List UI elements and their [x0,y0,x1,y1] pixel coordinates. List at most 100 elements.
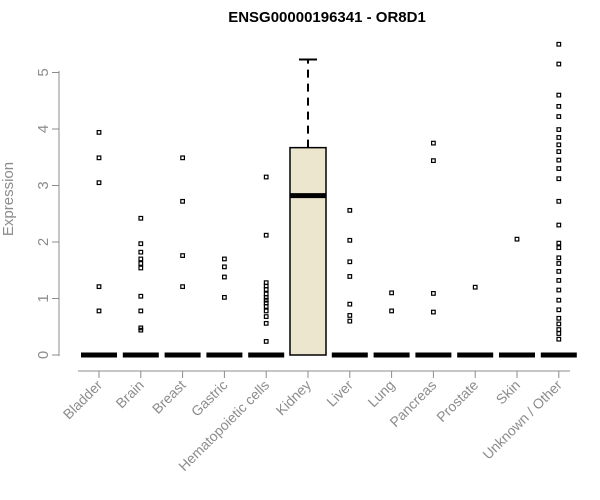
outlier-point [472,284,478,290]
y-tick-label: 0 [35,351,52,359]
outlier-point [556,255,562,261]
box-unknown-other [540,41,577,358]
outlier-point [431,309,436,315]
box-hematopoietic-cells [248,174,285,358]
box-breast [164,155,201,358]
chart-title: ENSG00000196341 - OR8D1 [228,9,426,26]
outlier-point [347,274,353,279]
outlier-point [263,308,269,314]
outlier-point [556,61,562,67]
outlier-point [556,268,562,274]
outlier-point [263,320,269,326]
outlier-point [222,256,227,262]
y-tick-label: 4 [35,125,52,133]
box-iqr [289,146,327,356]
outlier-point [138,249,144,255]
outlier-point [347,237,353,243]
outlier-point [138,293,144,299]
box-liver [331,207,368,358]
outlier-point [556,261,562,266]
outlier-point [263,314,269,319]
x-tick-label: Lung [364,377,397,410]
outlier-point [431,158,436,164]
outlier-point [96,155,102,161]
outlier-point [96,129,102,135]
outlier-point [556,287,562,293]
outlier-point [138,215,144,221]
x-tick-label: Liver [323,377,356,410]
box-prostate [457,284,494,358]
outlier-point [96,180,102,186]
y-tick-label: 5 [35,68,52,76]
outlier-point [556,157,562,163]
outlier-point [556,135,562,140]
outlier-point [556,149,562,155]
outlier-point [263,280,269,286]
outlier-point [556,297,562,303]
box-gastric [206,256,243,358]
y-tick-label: 3 [35,181,52,189]
outlier-point [556,245,562,251]
outlier-point [556,321,562,327]
outlier-point [347,301,353,307]
outlier-point [263,297,269,303]
outlier-point [347,318,353,324]
outlier-point [556,315,562,321]
outlier-point [556,41,562,47]
x-tick-label: Skin [493,377,524,408]
outlier-point [556,222,562,228]
outlier-point [556,331,562,336]
outlier-point [347,207,353,213]
outlier-point [556,92,562,98]
outlier-point [347,259,353,265]
outlier-point [556,142,562,148]
outlier-point [263,339,269,344]
outlier-point [180,198,186,204]
y-axis-ticks: 0 1 2 3 4 5 [35,68,59,359]
outlier-point [431,291,436,296]
y-tick-label: 1 [35,294,52,302]
x-tick-label: Unknown / Other [479,377,565,463]
box-pancreas [415,140,452,358]
outlier-point [263,291,269,297]
box-skin [499,236,535,358]
outlier-point [389,290,394,296]
box-group [81,41,577,358]
x-tick-label: Brain [112,377,146,411]
outlier-point [263,300,269,306]
x-tick-label: Breast [149,377,189,417]
outlier-point [556,327,562,332]
outlier-point [514,236,520,242]
y-tick-label: 2 [35,238,52,246]
box-bladder [81,129,117,358]
outlier-point [222,294,227,300]
outlier-point [222,274,227,280]
y-axis-label: Expression [0,162,17,236]
outlier-point [556,127,562,132]
box-kidney [289,58,327,356]
outlier-point [556,198,562,204]
outlier-point [222,264,227,270]
outlier-point [347,313,353,318]
outlier-point [431,140,436,146]
outlier-point [180,155,186,161]
outlier-point [96,284,102,290]
outlier-point [138,265,144,271]
x-tick-label: Prostate [433,377,481,425]
outlier-point [138,325,144,331]
outlier-point [556,114,562,119]
box-lung [373,290,410,358]
outlier-point [556,278,562,283]
outlier-point [180,284,186,290]
outlier-point [263,232,269,238]
outlier-point [556,103,562,109]
x-tick-label: Kidney [273,377,315,419]
outlier-point [138,241,144,247]
outlier-point [138,256,144,262]
outlier-point [556,166,562,171]
outlier-point [556,307,562,313]
outlier-point [180,253,186,258]
outlier-point [138,261,144,266]
